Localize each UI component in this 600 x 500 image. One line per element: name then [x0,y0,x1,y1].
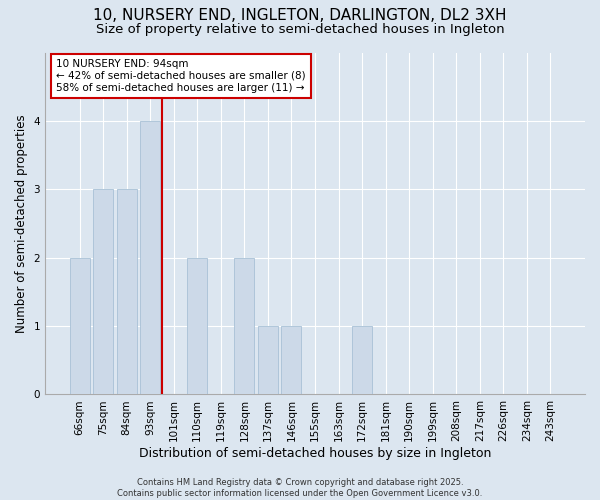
Text: Size of property relative to semi-detached houses in Ingleton: Size of property relative to semi-detach… [95,22,505,36]
Y-axis label: Number of semi-detached properties: Number of semi-detached properties [15,114,28,333]
Bar [187,258,208,394]
Bar [258,326,278,394]
Bar [70,258,89,394]
Text: 10 NURSERY END: 94sqm
← 42% of semi-detached houses are smaller (8)
58% of semi-: 10 NURSERY END: 94sqm ← 42% of semi-deta… [56,60,305,92]
Bar [116,190,137,394]
X-axis label: Distribution of semi-detached houses by size in Ingleton: Distribution of semi-detached houses by … [139,447,491,460]
Bar [140,121,160,394]
Bar [93,190,113,394]
Bar [235,258,254,394]
Text: Contains HM Land Registry data © Crown copyright and database right 2025.
Contai: Contains HM Land Registry data © Crown c… [118,478,482,498]
Text: 10, NURSERY END, INGLETON, DARLINGTON, DL2 3XH: 10, NURSERY END, INGLETON, DARLINGTON, D… [93,8,507,22]
Bar [281,326,301,394]
Bar [352,326,372,394]
